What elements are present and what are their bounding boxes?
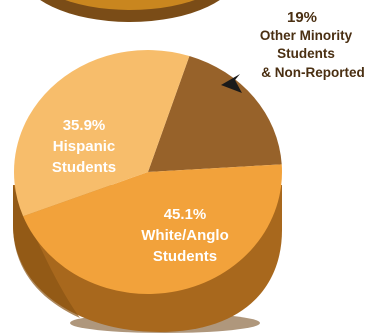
label-white-value: 45.1% [164,206,207,223]
label-white: 45.1% White/Anglo Students [141,206,228,265]
label-hispanic-line-1: Hispanic [53,138,116,155]
label-hispanic-value: 35.9% [63,117,106,134]
label-minority-line-3: & Non-Reported [261,65,365,80]
pie-rim-highlight [13,185,80,318]
label-minority-line-1: Other Minority [260,28,353,43]
label-minority-line-2: Students [277,46,335,61]
pie-slices [14,49,283,295]
pie-slice-white [23,164,283,295]
top-pie-face [65,0,195,10]
label-minority: 19% Other Minority Students & Non-Report… [260,9,365,80]
minority-callout-arrow [221,74,242,93]
label-white-line-2: Students [153,248,217,265]
top-pie-rim [40,0,220,22]
top-pie-fragment [40,0,220,22]
pie-slice-minority [148,55,282,173]
label-hispanic: 35.9% Hispanic Students [52,117,116,176]
label-minority-value: 19% [287,9,317,26]
label-hispanic-line-2: Students [52,159,116,176]
pie-slice-hispanic [14,49,190,217]
label-white-line-1: White/Anglo [141,227,228,244]
